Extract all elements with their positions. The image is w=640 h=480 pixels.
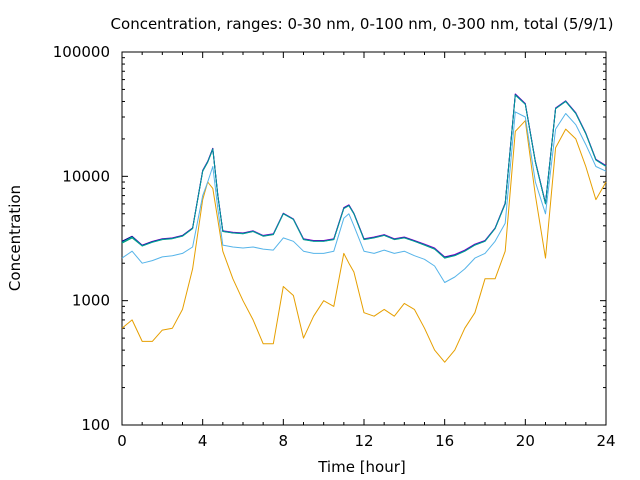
series-line-6 xyxy=(121,94,607,259)
x-tick-label: 16 xyxy=(435,432,454,450)
x-tick-label: 24 xyxy=(596,432,615,450)
y-tick-label: 10000 xyxy=(62,167,110,185)
y-axis-label: Concentration xyxy=(6,185,24,291)
y-tick-label: 1000 xyxy=(72,292,110,310)
x-axis-label: Time [hour] xyxy=(317,458,406,476)
axis-ticks: 0 4 8 12 16 20 24 100 1000 10000 100000 xyxy=(53,43,616,450)
x-tick-label: 0 xyxy=(117,432,127,450)
y-tick-label: 100000 xyxy=(53,43,110,61)
series-line-3 xyxy=(121,94,607,259)
x-tick-label: 20 xyxy=(516,432,535,450)
x-tick-label: 12 xyxy=(354,432,373,450)
series-line-1 xyxy=(121,120,607,363)
x-tick-label: 8 xyxy=(279,432,289,450)
series-line-4 xyxy=(121,93,607,258)
series-line-2 xyxy=(121,111,607,283)
chart-title: Concentration, ranges: 0-30 nm, 0-100 nm… xyxy=(111,15,614,33)
y-tick-label: 100 xyxy=(81,416,110,434)
series-lines xyxy=(121,93,607,363)
series-line-5 xyxy=(121,94,607,258)
x-tick-label: 4 xyxy=(198,432,208,450)
